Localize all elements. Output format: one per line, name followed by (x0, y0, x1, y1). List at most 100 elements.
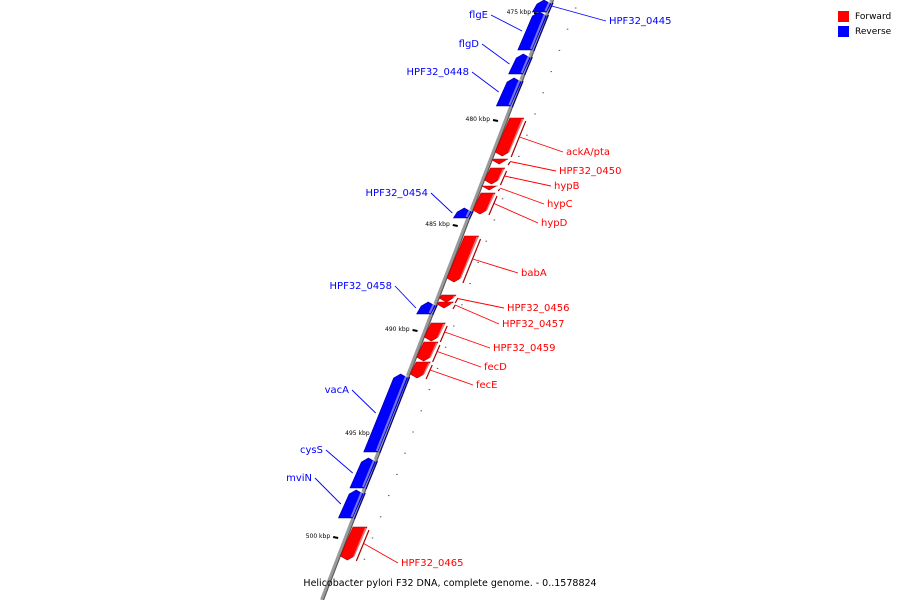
leader-line (472, 258, 519, 274)
leader-line (551, 5, 607, 22)
gene-highlight (508, 78, 522, 106)
gene-shadow (510, 120, 527, 158)
gene-label-vaca: vacA (325, 385, 350, 396)
gene-highlight (352, 527, 367, 560)
gene-label-mvin: mviN (286, 473, 312, 484)
gene-block-hpf32-0459 (423, 322, 446, 342)
gene-blocks (337, 0, 554, 562)
gene-block-hpf32-0458 (416, 301, 436, 315)
gene-label-hpf32-0456: HPF32_0456 (507, 303, 569, 314)
gene-highlight (451, 295, 456, 302)
leader-line (351, 389, 376, 414)
legend: Forward Reverse (838, 9, 891, 39)
legend-forward: Forward (838, 9, 891, 24)
gene-highlight (350, 490, 364, 518)
gene-highlight (436, 323, 446, 341)
leader-line (493, 203, 539, 224)
gene-shadow (365, 460, 378, 490)
gene-block-hpf32-0465 (339, 526, 368, 561)
gene-highlight (494, 186, 498, 190)
leader-line (471, 71, 500, 93)
gene-shadow (439, 325, 448, 343)
gene-block-hpf32-0454 (452, 207, 472, 219)
gene-shadow (497, 188, 501, 192)
gene-label-baba: babA (521, 268, 547, 279)
leader-line (314, 477, 342, 505)
gene-shadow (524, 56, 533, 76)
gene-block-hpf32-0450 (491, 158, 509, 165)
leader-line (394, 285, 417, 309)
leader-line (504, 175, 552, 187)
gene-highlight (362, 458, 376, 488)
gene-highlight (422, 362, 431, 378)
forward-swatch (838, 11, 849, 22)
gene-labels: flgE HPF32_0445 flgD HPF32_0448 ackA/pta HPF3… (286, 10, 671, 569)
leader-line (363, 543, 399, 564)
gene-label-hpf32-0448: HPF32_0448 (407, 67, 469, 78)
gene-block-fece (409, 361, 431, 379)
gene-label-cyss: cysS (300, 445, 323, 456)
gene-highlight (504, 159, 508, 164)
leader-line (437, 351, 482, 368)
gene-label-hypb: hypB (554, 181, 580, 192)
gene-block-acka-pta (494, 117, 525, 157)
gene-label-flgd: flgD (459, 39, 480, 50)
gene-highlight (458, 236, 479, 282)
leader-line (457, 298, 505, 309)
ruler-label: 495 kbp (345, 430, 370, 437)
gene-shadow (432, 344, 441, 363)
gene-label-flge: flgE (469, 10, 488, 21)
gene-label-hpf32-0445: HPF32_0445 (609, 16, 671, 27)
gene-block-hpf32-0445 (531, 0, 552, 13)
gene-label-hpf32-0459: HPF32_0459 (493, 343, 555, 354)
leader-line (430, 192, 453, 214)
gene-block-hpf32-0448 (495, 77, 522, 107)
gene-shadow (353, 492, 366, 520)
legend-forward-label: Forward (855, 11, 892, 22)
leader-line (519, 136, 564, 153)
gene-highlight (520, 54, 531, 74)
gene-block-cyss (349, 457, 376, 489)
gene-block-hypd (472, 192, 496, 215)
gene-shadow (533, 14, 549, 52)
gene-block-fecd (416, 341, 439, 362)
gene-block-hpf32-0457 (436, 301, 455, 309)
gene-label-hpf32-0465: HPF32_0465 (401, 558, 463, 569)
major-tick (452, 224, 458, 227)
leader-line (510, 161, 557, 172)
leader-line (430, 369, 474, 386)
leader-line (490, 14, 523, 32)
gene-highlight (428, 342, 438, 361)
gene-shadow (547, 2, 554, 14)
gene-shadow (511, 80, 524, 108)
legend-reverse: Reverse (838, 24, 891, 39)
major-tick (332, 536, 339, 539)
gene-label-hpf32-0457: HPF32_0457 (502, 319, 564, 330)
ruler-labels: 475 kbp 480 kbp 485 kbp 490 kbp 495 kbp 500 k… (306, 9, 532, 540)
gene-shadow (507, 161, 511, 166)
leader-line (444, 331, 491, 349)
gene-block-baba (446, 235, 479, 283)
ruler-ticks (332, 7, 577, 581)
major-tick (492, 119, 499, 122)
ruler-label: 500 kbp (306, 533, 331, 540)
gene-highlight (465, 208, 472, 218)
gene-shadow (488, 195, 498, 216)
gene-block-vaca (363, 373, 409, 453)
gene-shadow (468, 210, 474, 220)
major-tick (412, 329, 418, 332)
gene-highlight (375, 374, 408, 452)
ruler-label: 475 kbp (507, 9, 532, 16)
gene-label-fecd: fecD (484, 362, 507, 373)
gene-block-mvin (337, 489, 364, 519)
gene-shadow (462, 238, 482, 284)
ruler-label: 485 kbp (425, 221, 450, 228)
gene-highlight (428, 302, 436, 314)
gene-highlight (485, 193, 495, 214)
gene-highlight (529, 12, 547, 50)
gene-block-hypc (481, 185, 498, 191)
gene-highlight (449, 302, 454, 308)
gene-block-hypb (484, 167, 506, 185)
gene-shadow (425, 364, 433, 380)
